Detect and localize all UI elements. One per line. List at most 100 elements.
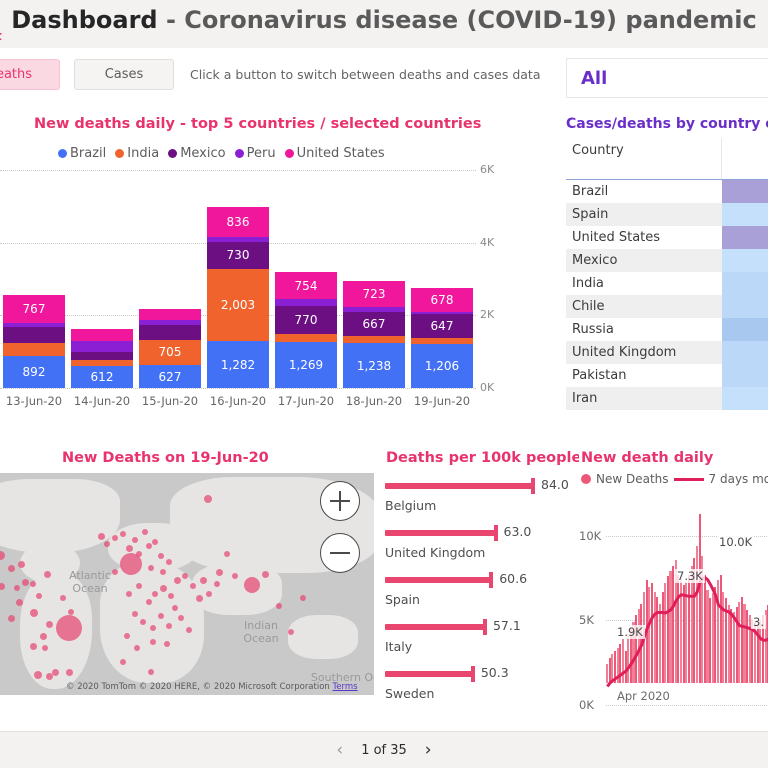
map-bubble[interactable]: [224, 551, 230, 557]
map-bubble[interactable]: [146, 543, 152, 549]
daily-bar[interactable]: [613, 650, 617, 683]
bar-segment-india[interactable]: [343, 336, 405, 344]
daily-bar[interactable]: [606, 664, 609, 683]
bar-segment-mexico[interactable]: 770: [275, 305, 337, 334]
bar-segment-united-states[interactable]: [71, 329, 133, 341]
cell-new-cases[interactable]: 6,6: [721, 364, 768, 387]
daily-bar[interactable]: [682, 584, 685, 683]
new-death-daily-legend[interactable]: New Deaths 7 days mo: [581, 472, 768, 486]
daily-bar[interactable]: [724, 598, 728, 683]
map-bubble[interactable]: [30, 609, 38, 617]
map-bubble[interactable]: [112, 535, 118, 541]
map-bubble[interactable]: [126, 545, 133, 552]
daily-bar[interactable]: [759, 620, 762, 683]
daily-bar[interactable]: [685, 581, 688, 683]
daily-bar[interactable]: [656, 596, 659, 683]
daily-bar[interactable]: [711, 593, 714, 683]
daily-bar[interactable]: [706, 590, 709, 683]
map-bubble[interactable]: [288, 629, 294, 635]
cell-new-cases[interactable]: 14,5: [721, 272, 768, 295]
daily-bar[interactable]: [722, 591, 725, 683]
table-row[interactable]: Pakistan 6,6: [566, 364, 768, 387]
bar-segment-united-states[interactable]: 754: [275, 271, 337, 300]
cell-new-cases[interactable]: 7,9: [721, 318, 768, 341]
country-slicer[interactable]: All: [566, 58, 768, 98]
bar-segment-peru[interactable]: [3, 322, 65, 327]
map-bubble[interactable]: [216, 569, 223, 576]
daily-bar[interactable]: [751, 618, 754, 683]
legend-item-mexico[interactable]: Mexico: [168, 146, 226, 161]
bar-segment-mexico[interactable]: [71, 351, 133, 360]
bar-segment-india[interactable]: 705: [139, 339, 201, 366]
table-row[interactable]: Russia 7,9: [566, 318, 768, 341]
daily-bar[interactable]: [714, 586, 717, 683]
bar-segment-india[interactable]: [411, 337, 473, 345]
daily-bar[interactable]: [674, 559, 677, 683]
bar-segment-peru[interactable]: [71, 340, 133, 352]
map-zoom-in-button[interactable]: [320, 481, 360, 521]
map-bubble[interactable]: [34, 671, 42, 679]
daily-bar[interactable]: [709, 598, 712, 683]
map-bubble[interactable]: [146, 599, 152, 605]
map-bubble[interactable]: [68, 609, 74, 615]
map-bubble[interactable]: [150, 625, 156, 631]
per100k-row[interactable]: 50.3 Sweden: [383, 663, 573, 709]
map-bubble[interactable]: [158, 553, 164, 559]
map-bubble[interactable]: [36, 593, 42, 599]
map-bubble[interactable]: [124, 633, 130, 639]
bar-segment-brazil[interactable]: 612: [71, 365, 133, 388]
daily-bar[interactable]: [650, 583, 654, 683]
legend-item-brazil[interactable]: Brazil: [58, 146, 106, 161]
map-bubble[interactable]: [112, 569, 118, 575]
map-bubble[interactable]: [52, 669, 59, 676]
map-bubble[interactable]: [204, 495, 212, 503]
map-bubble[interactable]: [172, 605, 178, 611]
map-bubble[interactable]: [152, 539, 158, 545]
daily-bar[interactable]: [743, 603, 746, 683]
stacked-bar[interactable]: 892 767: [3, 295, 65, 388]
cell-new-cases[interactable]: 3: [721, 203, 768, 226]
cell-country[interactable]: Russia: [572, 322, 614, 337]
bar-segment-united-states[interactable]: 723: [343, 280, 405, 308]
per100k-row[interactable]: 60.6 Spain: [383, 569, 573, 615]
col-header-new-cases[interactable]: New Cases: [721, 138, 768, 180]
cell-new-cases[interactable]: 29,9: [721, 226, 768, 249]
map-bubble[interactable]: [158, 613, 164, 619]
map-bubble[interactable]: [182, 573, 188, 579]
map-bubble[interactable]: [186, 627, 192, 633]
daily-bar[interactable]: [756, 625, 759, 683]
legend-item-united-states[interactable]: United States: [284, 146, 385, 161]
map-bubble[interactable]: [16, 599, 23, 606]
cell-new-cases[interactable]: 54,7: [721, 179, 768, 203]
bar-segment-mexico[interactable]: 730: [207, 242, 269, 269]
map-bubble[interactable]: [300, 595, 306, 601]
cell-new-cases[interactable]: 2,6: [721, 387, 768, 410]
stacked-bar[interactable]: 1,206 647 678: [411, 287, 473, 388]
per100k-row[interactable]: 63.0 United Kingdom: [383, 522, 573, 568]
map-bubble[interactable]: [214, 581, 220, 587]
daily-bar[interactable]: [680, 578, 683, 683]
daily-bar[interactable]: [629, 627, 632, 683]
map-bubble[interactable]: [132, 611, 138, 617]
map-bubble[interactable]: [120, 531, 126, 537]
table-row[interactable]: Mexico5,0: [566, 249, 768, 272]
bar-segment-brazil[interactable]: 1,282: [207, 341, 269, 388]
bar-segment-peru[interactable]: [411, 312, 473, 315]
daily-bar[interactable]: [703, 574, 706, 683]
daily-bar[interactable]: [666, 576, 669, 683]
daily-bar[interactable]: [677, 574, 680, 683]
daily-bar[interactable]: [754, 622, 757, 683]
bar-segment-peru[interactable]: [207, 237, 269, 243]
map-bubble[interactable]: [148, 669, 154, 675]
legend-item-india[interactable]: India: [115, 146, 159, 161]
daily-bar[interactable]: [687, 574, 691, 683]
bar-segment-brazil[interactable]: 1,269: [275, 341, 337, 388]
daily-bar[interactable]: [730, 608, 733, 683]
map-bubble[interactable]: [60, 595, 66, 601]
daily-bar[interactable]: [635, 615, 638, 683]
map-bubble[interactable]: [98, 533, 105, 540]
daily-bar[interactable]: [632, 622, 635, 683]
map-bubble[interactable]: [30, 643, 37, 650]
daily-bar[interactable]: [664, 583, 667, 683]
cell-country[interactable]: Brazil: [572, 184, 609, 199]
